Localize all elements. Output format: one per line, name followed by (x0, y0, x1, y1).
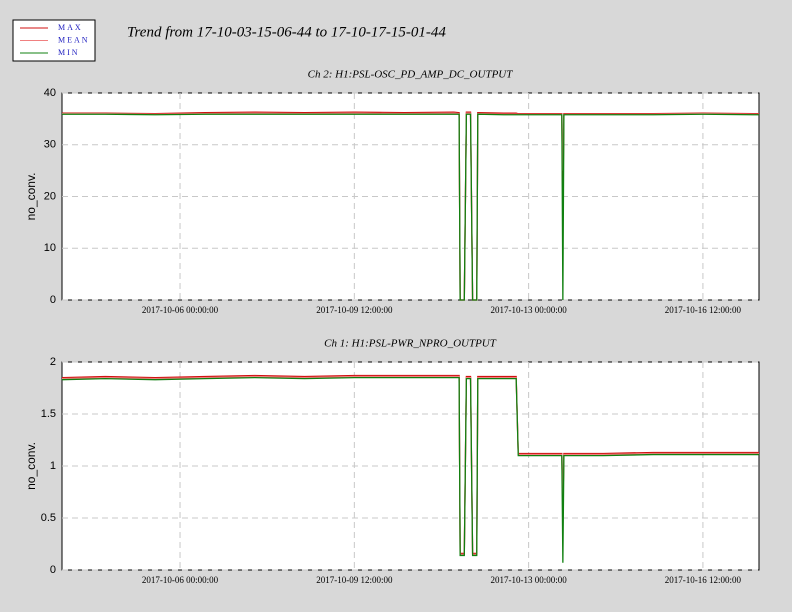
x-tick-label: 2017-10-09 12:00:00 (316, 575, 393, 585)
y-axis-label: no_conv. (24, 173, 38, 221)
x-tick-label: 2017-10-13 00:00:00 (490, 575, 567, 585)
y-tick-label: 0.5 (41, 512, 56, 524)
chart-title: Ch 2: H1:PSL-OSC_PD_AMP_DC_OUTPUT (308, 69, 514, 81)
x-tick-label: 2017-10-06 00:00:00 (142, 575, 219, 585)
series-line (61, 376, 759, 563)
y-tick-label: 0 (50, 564, 56, 576)
y-tick-label: 1 (50, 460, 56, 472)
x-tick-label: 2017-10-13 00:00:00 (490, 305, 567, 315)
x-tick-label: 2017-10-09 12:00:00 (316, 305, 393, 315)
x-tick-label: 2017-10-16 12:00:00 (665, 305, 742, 315)
legend-label: MEAN (58, 35, 90, 44)
legend-label: MAX (58, 23, 83, 32)
y-tick-label: 1.5 (41, 408, 56, 420)
y-tick-label: 40 (44, 87, 56, 99)
y-tick-label: 30 (44, 139, 56, 151)
chart-title: Ch 1: H1:PSL-PWR_NPRO_OUTPUT (324, 338, 497, 350)
y-tick-label: 0 (50, 294, 56, 306)
x-tick-label: 2017-10-16 12:00:00 (665, 575, 742, 585)
series-line (62, 113, 759, 301)
x-tick-label: 2017-10-06 00:00:00 (142, 305, 219, 315)
y-tick-label: 2 (50, 356, 56, 368)
page-title: Trend from 17-10-03-15-06-44 to 17-10-17… (127, 24, 446, 40)
y-axis-label: no_conv. (24, 442, 38, 490)
y-tick-label: 10 (44, 242, 56, 254)
y-tick-label: 20 (44, 190, 56, 202)
legend-label: MIN (58, 48, 80, 57)
